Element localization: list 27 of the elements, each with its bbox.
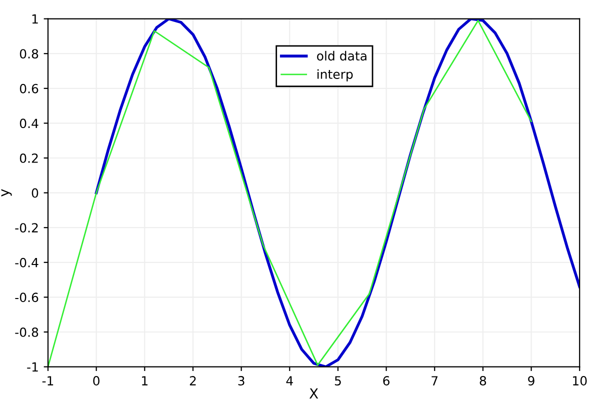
y-tick-label: 0.2 [20,153,38,163]
y-tick-label: -0.8 [15,327,38,337]
x-axis-title: X [309,388,318,398]
y-tick-label: -0.4 [15,258,38,268]
x-tick-label: 1 [142,376,148,386]
y-tick-label: 0.8 [20,49,38,59]
x-tick-label: -1 [42,376,54,386]
legend-label: old data [317,50,366,61]
y-tick-label: 0.6 [20,84,38,94]
x-tick-label: 2 [190,376,196,386]
x-tick-label: 9 [528,376,534,386]
x-tick-label: 3 [238,376,244,386]
x-tick-label: 0 [93,376,100,386]
y-tick-label: -0.2 [15,223,38,233]
y-tick-label: -1 [27,362,38,372]
y-axis-title: y [1,189,12,196]
y-tick-label: 1 [32,14,38,24]
x-tick-label: 10 [573,376,587,386]
y-tick-label: 0.4 [20,118,38,128]
x-tick-label: 5 [334,376,341,386]
y-tick-label: -0.6 [15,292,38,302]
x-tick-label: 8 [480,376,486,386]
legend-label: interp [318,69,353,82]
x-tick-label: 6 [383,376,390,386]
x-tick-label: 7 [432,376,438,386]
x-tick-label: 4 [286,376,293,386]
y-tick-label: 0 [32,188,38,198]
